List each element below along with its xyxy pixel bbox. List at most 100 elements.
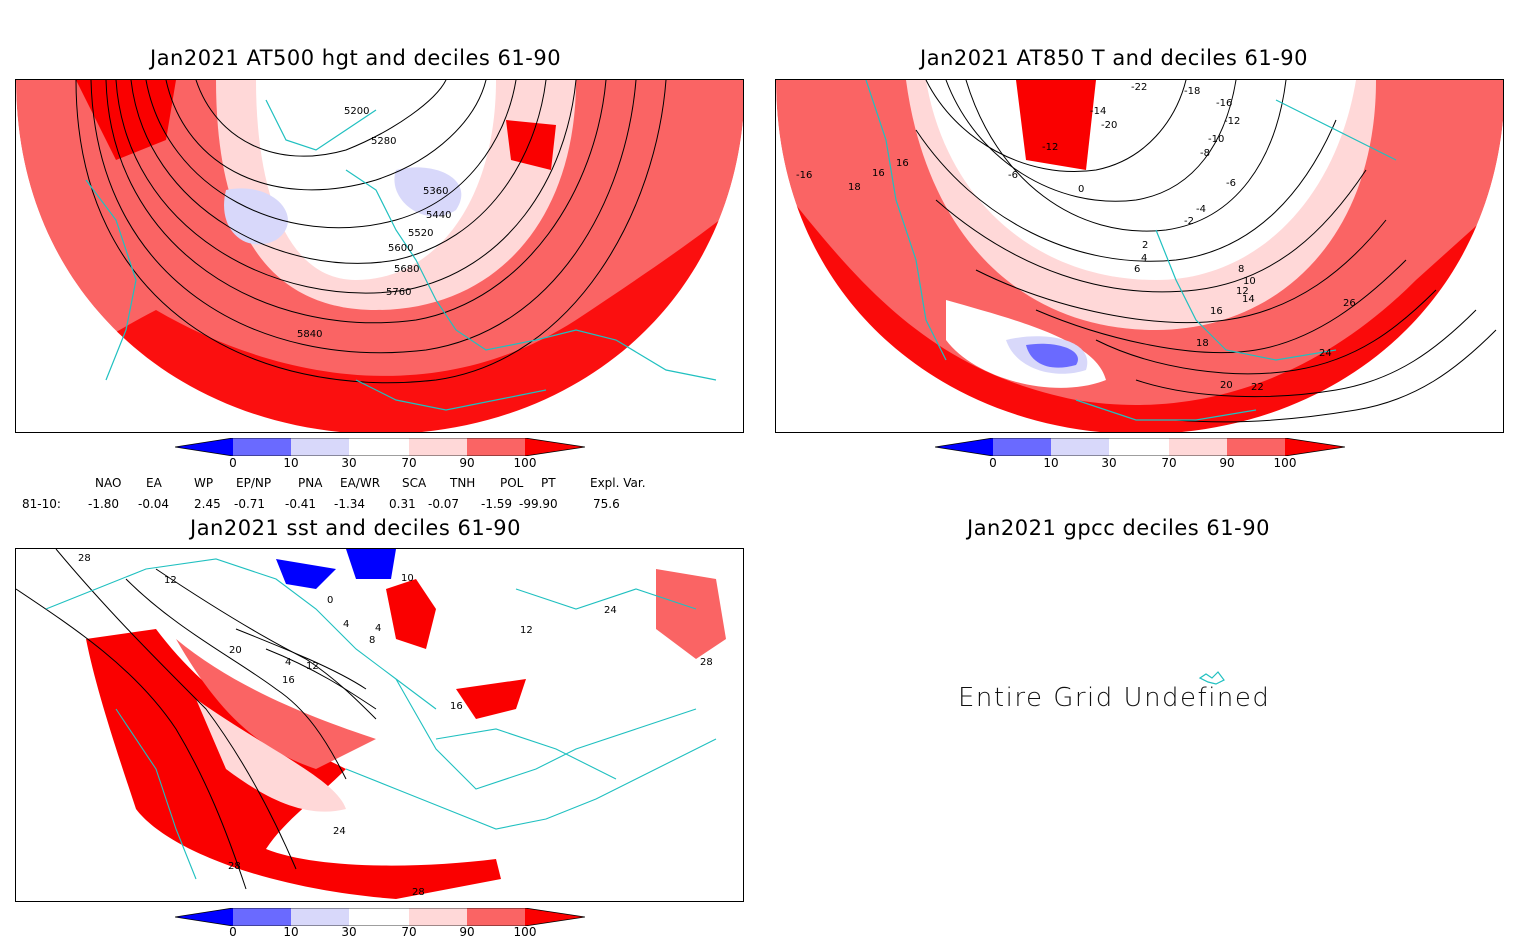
contour-label: -4 [1196, 204, 1206, 215]
contour-label: 28 [700, 657, 713, 668]
colorbar-swatch-0 [175, 438, 233, 456]
index-header: TNH [450, 476, 476, 490]
panel-title-at850: Jan2021 AT850 T and deciles 61-90 [920, 46, 1309, 70]
index-header: EA [146, 476, 162, 490]
contour-label: 4 [285, 657, 291, 668]
contour-label: -12 [1042, 142, 1058, 153]
colorbar-label: 10 [283, 456, 299, 470]
colorbar-swatch-3 [349, 908, 409, 926]
colorbar-label: 100 [1273, 456, 1297, 470]
index-header: PNA [298, 476, 323, 490]
colorbar-swatch-6 [525, 438, 585, 456]
colorbar-label: 90 [459, 925, 475, 939]
colorbar-label: 0 [989, 456, 997, 470]
contour-label: 5600 [388, 243, 413, 254]
colorbar-swatch-5 [467, 908, 525, 926]
index-value: 2.45 [194, 497, 221, 511]
colorbar-label: 90 [1219, 456, 1235, 470]
colorbar-swatch-4 [409, 438, 467, 456]
colorbar-label: 0 [229, 456, 237, 470]
contour-label: 28 [78, 553, 91, 564]
contour-label: 18 [848, 182, 861, 193]
index-value: -0.04 [138, 497, 170, 511]
contour-label: 20 [229, 645, 242, 656]
index-header: NAO [95, 476, 122, 490]
colorbar-at500: 0 10 30 70 90 100 [174, 437, 586, 474]
colorbar-swatch-1 [233, 908, 291, 926]
contour-label: 28 [228, 861, 241, 872]
at500-map-svg: 5200 5280 5360 5440 5520 5600 5680 5760 … [16, 80, 743, 432]
contour-label: 4 [1141, 253, 1147, 264]
index-row-label: 81-10: [22, 497, 61, 511]
contour-label: -6 [1226, 178, 1236, 189]
contour-label: 12 [164, 575, 177, 586]
contour-label: 12 [520, 625, 533, 636]
index-header: EA/WR [340, 476, 381, 490]
contour-label: 5680 [394, 264, 419, 275]
index-value: -1.34 [334, 497, 366, 511]
colorbar-label: 70 [1161, 456, 1177, 470]
colorbar-swatch-3 [1109, 438, 1169, 456]
contour-label: 22 [1251, 382, 1264, 393]
index-value: -0.41 [285, 497, 317, 511]
map-panel-at500: 5200 5280 5360 5440 5520 5600 5680 5760 … [15, 79, 744, 433]
colorbar-label: 90 [459, 456, 475, 470]
panel-title-at500: Jan2021 AT500 hgt and deciles 61-90 [150, 46, 562, 70]
colorbar-swatch-5 [467, 438, 525, 456]
index-header: Expl. Var. [590, 476, 646, 490]
contour-label: -8 [1200, 148, 1210, 159]
contour-label: 24 [604, 605, 617, 616]
colorbar-swatch-4 [409, 908, 467, 926]
contour-label: -6 [1008, 170, 1018, 181]
contour-label: 8 [369, 635, 375, 646]
map-panel-sst: 28 12 20 16 12 4 8 4 4 0 10 12 16 24 28 … [15, 548, 744, 902]
gpcc-small-mark [1198, 671, 1225, 685]
index-header: POL [500, 476, 524, 490]
sst-map-svg: 28 12 20 16 12 4 8 4 4 0 10 12 16 24 28 … [16, 549, 743, 901]
colorbar-label: 10 [283, 925, 299, 939]
colorbar-swatch-0 [935, 438, 993, 456]
colorbar-swatch-2 [291, 438, 349, 456]
contour-label: 4 [375, 623, 381, 634]
contour-label: 5840 [297, 329, 322, 340]
contour-label: -10 [1208, 134, 1224, 145]
contour-label: 5520 [408, 228, 433, 239]
contour-label: -22 [1131, 82, 1147, 93]
index-header: WP [194, 476, 214, 490]
colorbar-label: 30 [341, 925, 357, 939]
contour-label: 5440 [426, 210, 451, 221]
panel-title-sst: Jan2021 sst and deciles 61-90 [190, 516, 521, 540]
colorbar-swatch-1 [233, 438, 291, 456]
colorbar-sst: 0 10 30 70 90 100 [174, 907, 586, 940]
index-header: SCA [402, 476, 427, 490]
contour-label: -12 [1224, 116, 1240, 127]
colorbar-swatch-2 [1051, 438, 1109, 456]
contour-label: 6 [1134, 264, 1140, 275]
index-header: EP/NP [236, 476, 272, 490]
contour-label: 12 [306, 661, 319, 672]
at850-map-svg: -22 -20 -18 -16 -14 -12 -10 -8 -6 -4 -2 … [776, 80, 1503, 432]
contour-label: -20 [1101, 120, 1117, 131]
contour-label: 0 [1078, 184, 1084, 195]
index-value: -1.59 [481, 497, 513, 511]
colorbar-swatch-0 [175, 908, 233, 926]
contour-label: 12 [1236, 286, 1249, 297]
contour-label: 0 [327, 595, 333, 606]
contour-label: 10 [1243, 276, 1256, 287]
colorbar-swatch-1 [993, 438, 1051, 456]
colorbar-swatch-2 [291, 908, 349, 926]
contour-label: 14 [1242, 294, 1255, 305]
contour-label: -2 [1184, 216, 1194, 227]
colorbar-svg [174, 437, 586, 457]
colorbar-label: 70 [401, 925, 417, 939]
map-panel-at850: -22 -20 -18 -16 -14 -12 -10 -8 -6 -4 -2 … [775, 79, 1504, 433]
contour-label: 5200 [344, 106, 369, 117]
contour-label: -14 [1090, 106, 1106, 117]
colorbar-label: 100 [513, 456, 537, 470]
panel-title-gpcc: Jan2021 gpcc deciles 61-90 [967, 516, 1270, 540]
colorbar-at850: 0 10 30 70 90 100 [934, 437, 1346, 474]
contour-label: 5360 [423, 186, 448, 197]
contour-label: 24 [333, 826, 346, 837]
contour-label: 5760 [386, 287, 411, 298]
colorbar-label: 100 [513, 925, 537, 939]
